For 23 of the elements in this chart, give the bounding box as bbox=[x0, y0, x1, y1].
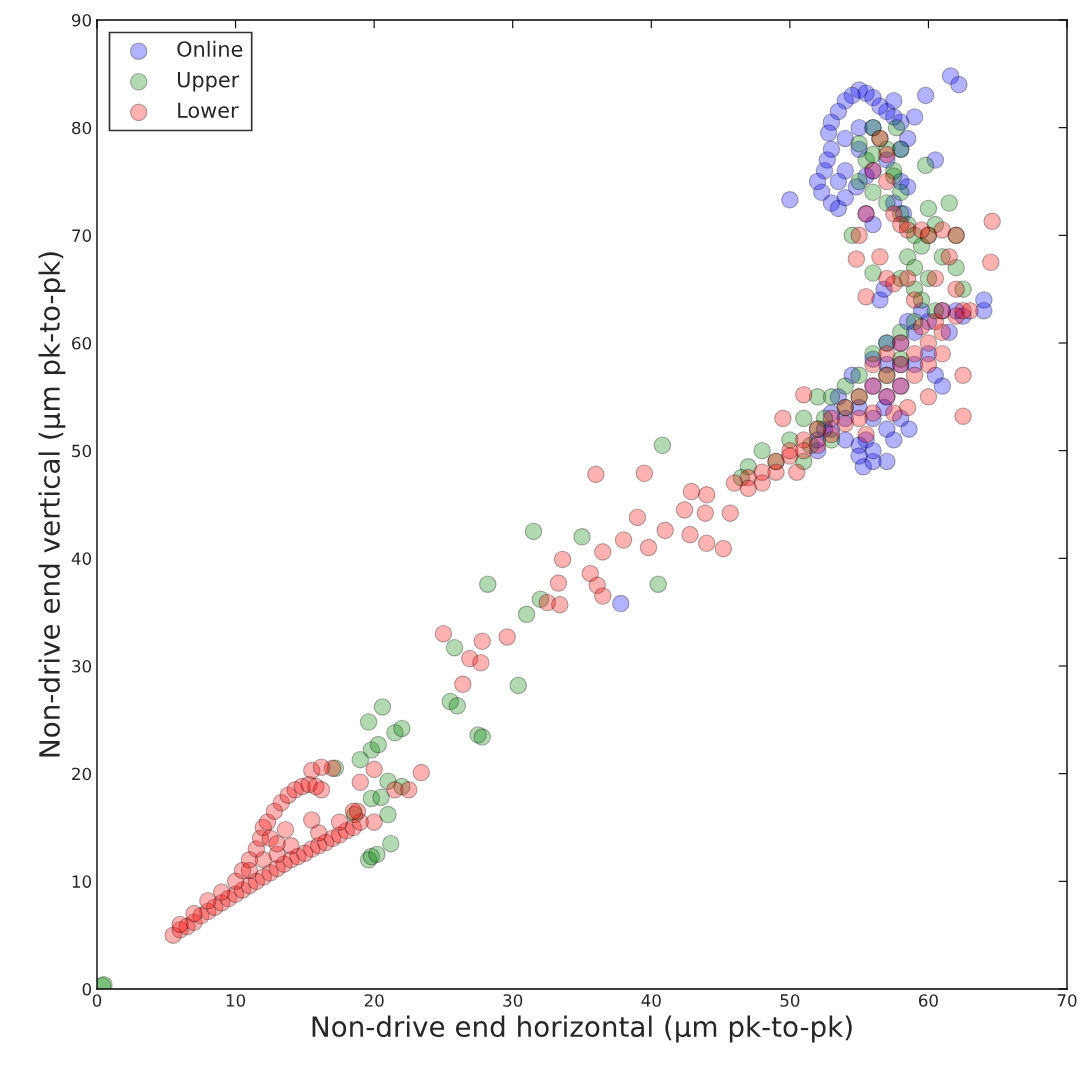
y-tick-label: 60 bbox=[72, 336, 92, 350]
x-tick-label: 50 bbox=[780, 994, 800, 1007]
y-tick-label: 0 bbox=[82, 982, 92, 996]
y-tick-label: 10 bbox=[72, 875, 92, 888]
y-tick-label: 80 bbox=[72, 121, 92, 135]
x-tick-label: 70 bbox=[1057, 994, 1077, 1007]
y-tick-label: 70 bbox=[72, 229, 92, 242]
legend-label: Lower bbox=[178, 102, 239, 119]
x-tick-label: 30 bbox=[503, 994, 523, 1007]
y-tick-label: 30 bbox=[72, 659, 92, 673]
x-tick-label: 20 bbox=[364, 994, 384, 1007]
x-tick-label: 10 bbox=[226, 994, 246, 1007]
x-axis-title: Non-drive end horizontal (μm pk-to-pk) bbox=[312, 1015, 852, 1043]
y-tick-label: 20 bbox=[72, 767, 92, 781]
x-tick-label: 60 bbox=[918, 994, 938, 1007]
legend-label: Online bbox=[177, 40, 243, 57]
legend-label: Upper bbox=[177, 72, 240, 92]
y-tick-label: 50 bbox=[72, 444, 92, 458]
y-tick-label: 90 bbox=[71, 13, 92, 27]
y-tick-label: 40 bbox=[71, 552, 92, 565]
x-tick-label: 40 bbox=[641, 994, 661, 1007]
y-axis-title: Non-drive end vertical (μm pk-to-pk) bbox=[38, 252, 66, 757]
x-tick-label: 0 bbox=[92, 994, 102, 1007]
